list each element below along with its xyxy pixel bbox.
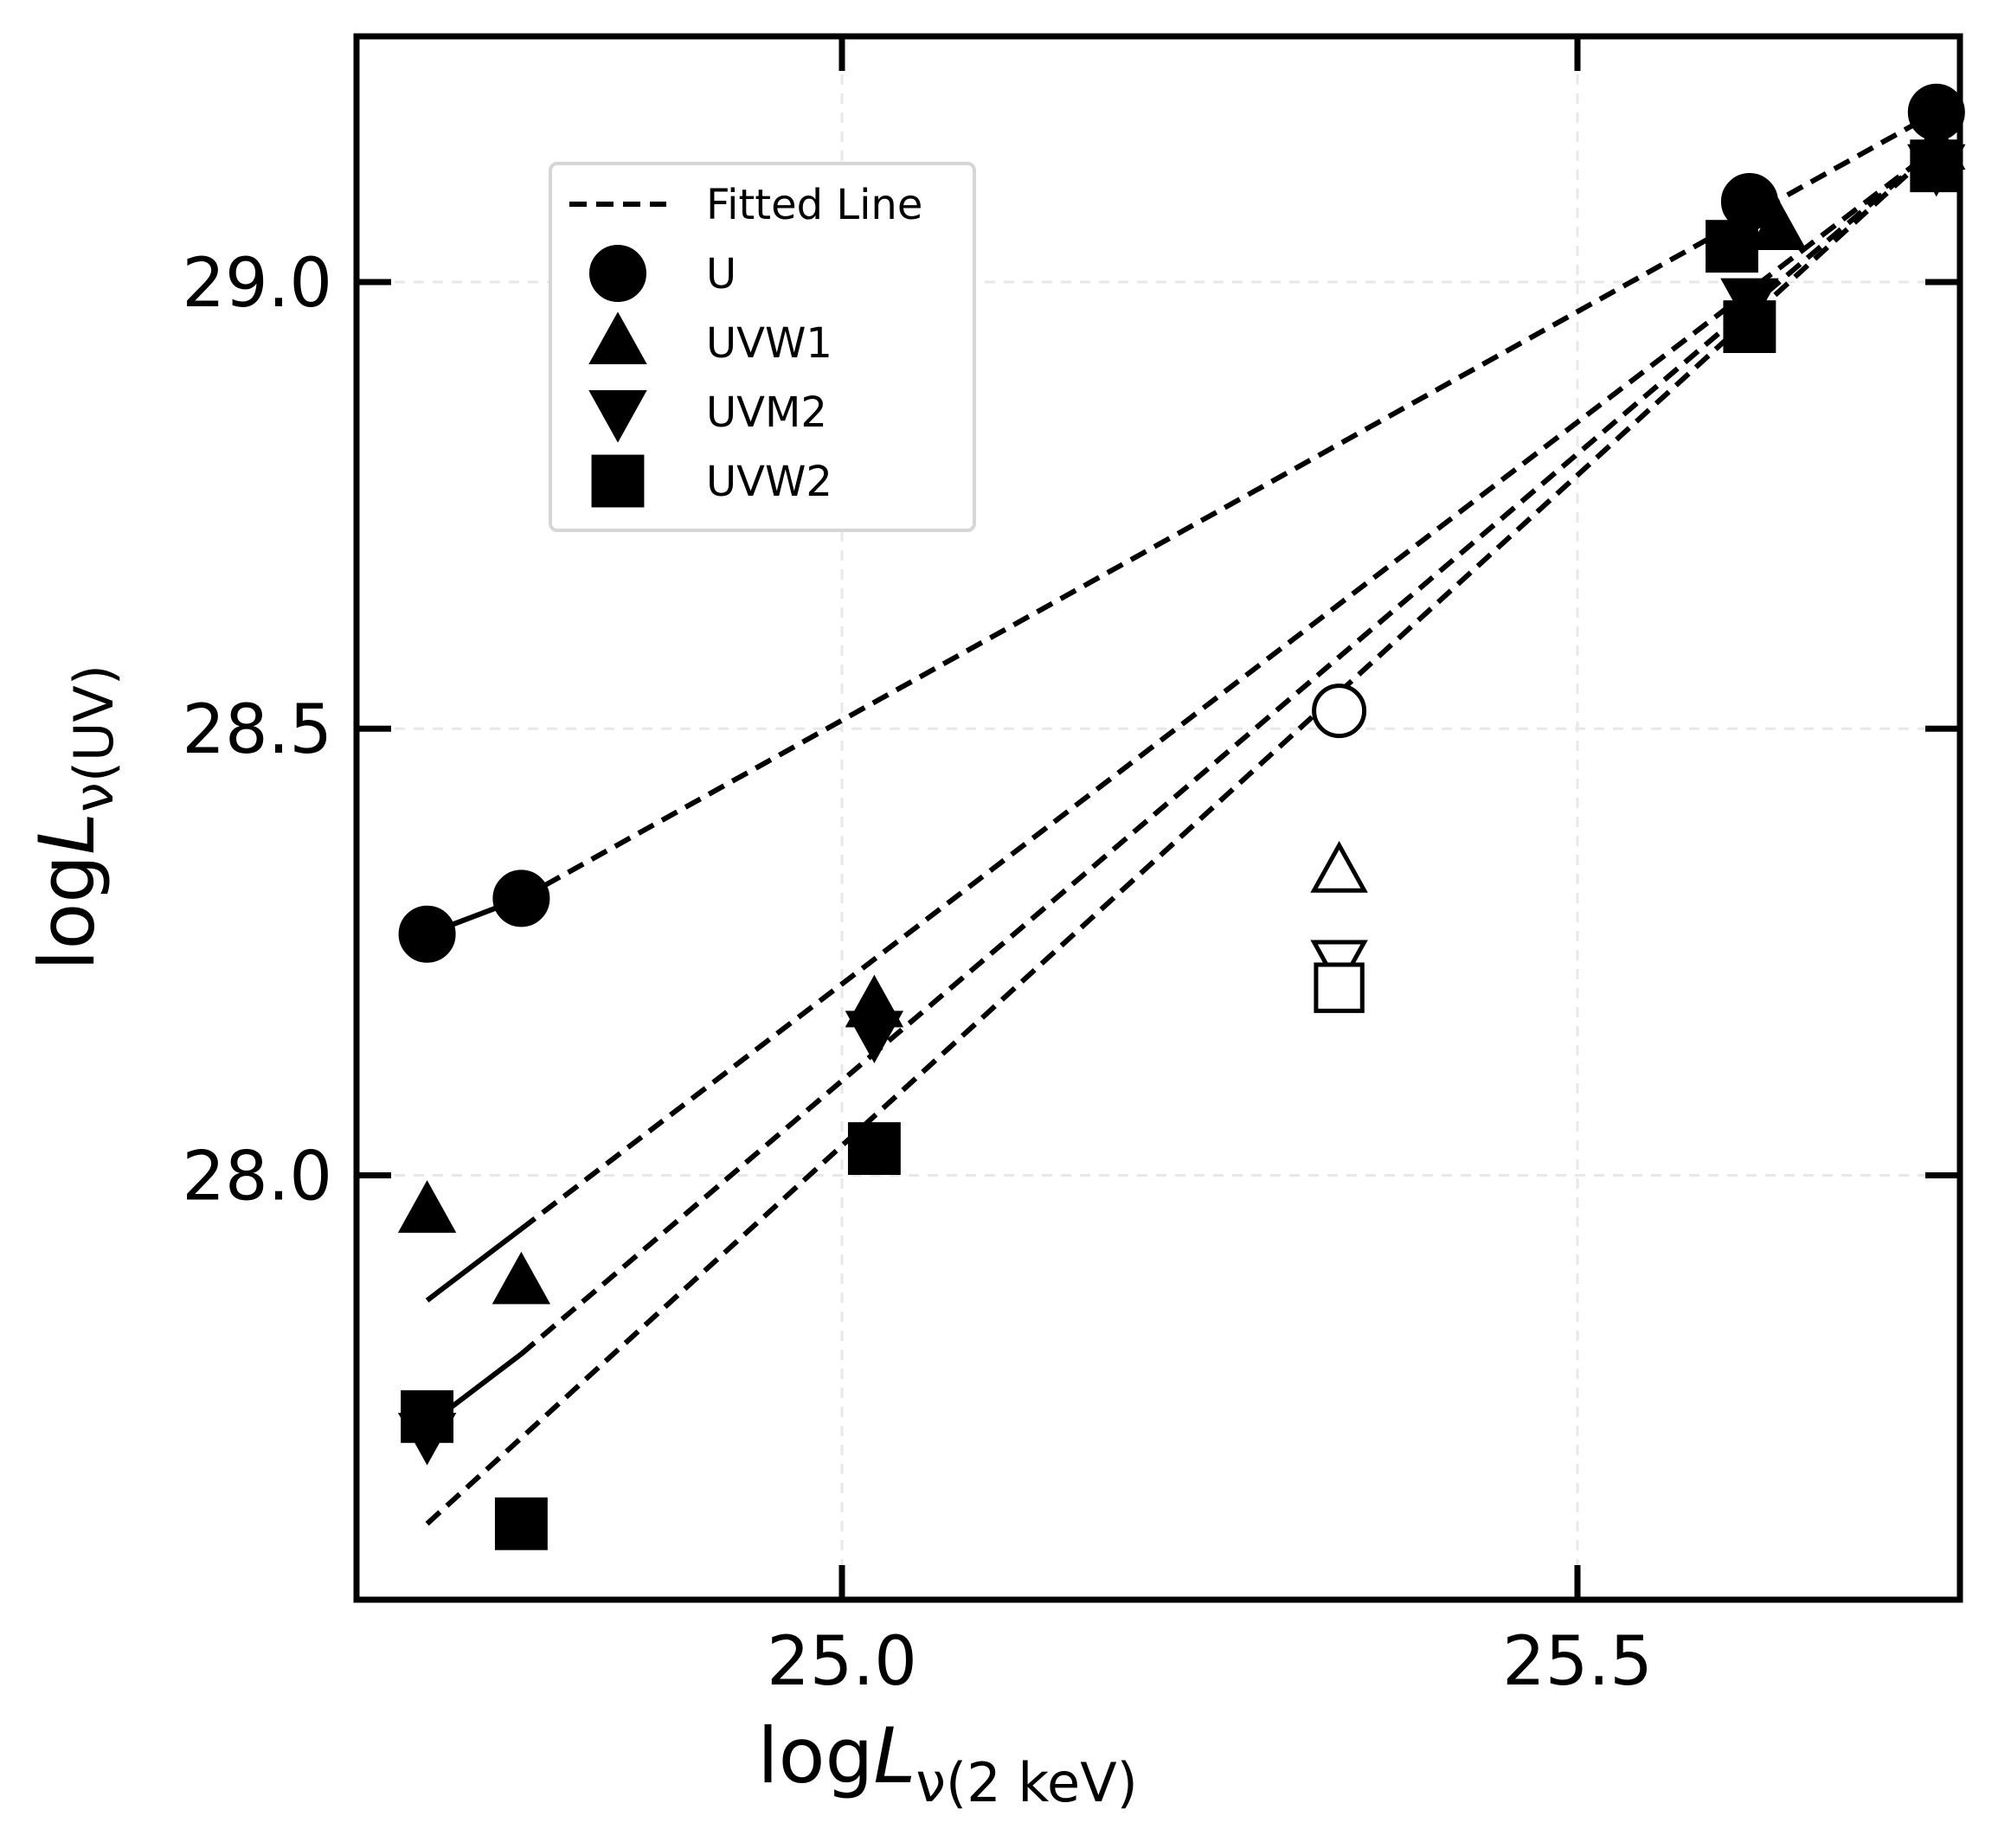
axis-ticks: 25.0 25.5 28.0 28.5 29.0 — [182, 36, 1960, 1701]
fitted-line — [519, 145, 1938, 1357]
data-markers — [397, 83, 1966, 1550]
x-tick-label: 25.5 — [1502, 1623, 1653, 1701]
data-point-square — [401, 1389, 454, 1443]
data-point-square — [1723, 300, 1776, 354]
data-point-triangle-down — [845, 1011, 904, 1063]
data-point-circle — [398, 905, 456, 963]
data-point-circle — [492, 869, 550, 927]
open-point-square — [1314, 962, 1365, 1013]
data-point-triangle-up — [397, 1180, 457, 1233]
data-point-triangle-up — [491, 1251, 551, 1305]
y-tick-label: 28.0 — [182, 1139, 332, 1216]
data-point-square — [1910, 139, 1963, 193]
fitted-line — [519, 145, 1938, 1231]
y-axis-label: logLν(UV) — [22, 664, 125, 971]
x-axis-label: logLν(2 keV) — [757, 1711, 1138, 1814]
fitted-line — [425, 145, 1938, 1526]
legend-label: U — [706, 250, 736, 298]
legend-swatch-square — [591, 454, 645, 508]
grid — [357, 36, 1960, 1600]
y-tick-label: 28.5 — [182, 691, 332, 769]
fitted-line — [519, 110, 1938, 902]
fitted-lines — [425, 110, 1938, 1526]
legend-label: UVM2 — [706, 388, 827, 437]
legend-label: Fitted Line — [706, 181, 922, 229]
data-point-square — [1706, 220, 1758, 273]
data-point-square — [847, 1122, 901, 1175]
y-tick-label: 29.0 — [182, 245, 332, 323]
data-point-square — [494, 1497, 548, 1550]
legend-swatch-triangle-down — [588, 390, 647, 443]
data-point-triangle-up — [1748, 197, 1807, 251]
solid-segment — [425, 1227, 524, 1303]
open-point-circle — [1312, 683, 1367, 739]
legend-label: UVW2 — [706, 458, 832, 506]
legend-swatch-triangle-up — [588, 311, 647, 364]
x-tick-label: 25.0 — [767, 1623, 917, 1701]
legend-box — [549, 162, 976, 532]
plot-frame — [353, 33, 1963, 1603]
legend: Fitted Line U UVW1 UVM2 UVW2 — [549, 162, 976, 532]
legend-swatch-circle — [589, 245, 646, 302]
legend-label: UVW1 — [706, 319, 832, 368]
open-point-triangle-up — [1310, 840, 1368, 893]
